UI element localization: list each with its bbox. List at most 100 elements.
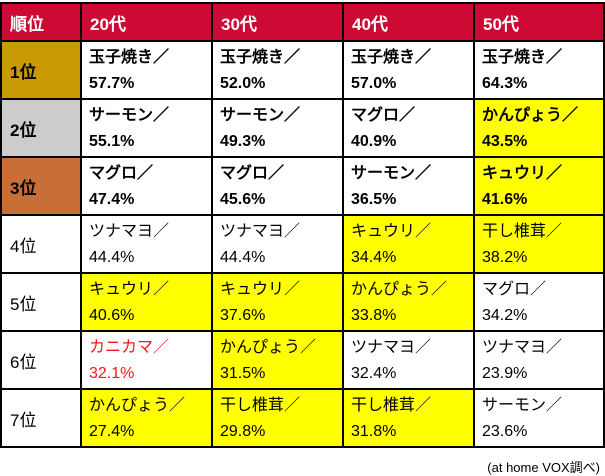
topping-cell: ツナマヨ／ 32.4% — [342, 330, 475, 390]
topping-name: サーモン／ — [482, 397, 563, 414]
topping-cell: 干し椎茸／ 38.2% — [473, 214, 605, 274]
age-column-header: 40代 — [342, 2, 475, 42]
topping-percent: 41.6% — [482, 191, 528, 208]
topping-name: カニカマ／ — [89, 339, 170, 356]
topping-name: かんぴょう／ — [351, 281, 448, 298]
topping-cell: マグロ／ 45.6% — [211, 156, 344, 216]
topping-cell: カニカマ／ 32.1% — [80, 330, 213, 390]
topping-name: かんぴょう／ — [89, 397, 186, 414]
topping-cell: かんぴょう／ 33.8% — [342, 272, 475, 332]
source-note: (at home VOX調べ) — [487, 460, 600, 475]
topping-name: 玉子焼き／ — [351, 49, 432, 66]
topping-percent: 40.6% — [89, 307, 135, 324]
topping-percent: 57.0% — [351, 75, 397, 92]
topping-percent: 64.3% — [482, 75, 528, 92]
table-body: 1位 玉子焼き／ 57.7% 玉子焼き／ 52.0% 玉子焼き／ 57.0% 玉子焼き／ 64.… — [0, 40, 605, 448]
rank-cell: 5位 — [0, 272, 82, 332]
topping-percent: 44.4% — [220, 249, 266, 266]
topping-cell: ツナマヨ／ 23.9% — [473, 330, 605, 390]
age-column-header: 20代 — [80, 2, 213, 42]
topping-percent: 49.3% — [220, 133, 266, 150]
topping-name: マグロ／ — [220, 165, 285, 182]
topping-name: ツナマヨ／ — [220, 223, 301, 240]
topping-cell: 玉子焼き／ 57.7% — [80, 40, 213, 100]
topping-percent: 32.4% — [351, 365, 397, 382]
topping-percent: 57.7% — [89, 75, 135, 92]
topping-percent: 29.8% — [220, 423, 266, 440]
topping-name: 玉子焼き／ — [220, 49, 301, 66]
age-column-header: 50代 — [473, 2, 605, 42]
topping-cell: サーモン／ 36.5% — [342, 156, 475, 216]
topping-name: ツナマヨ／ — [89, 223, 170, 240]
topping-name: 玉子焼き／ — [89, 49, 170, 66]
topping-percent: 34.2% — [482, 307, 528, 324]
topping-name: かんぴょう／ — [220, 339, 317, 356]
topping-cell: マグロ／ 40.9% — [342, 98, 475, 158]
topping-percent: 31.5% — [220, 365, 266, 382]
topping-cell: かんぴょう／ 31.5% — [211, 330, 344, 390]
table-row: 1位 玉子焼き／ 57.7% 玉子焼き／ 52.0% 玉子焼き／ 57.0% 玉子焼き／ 64.… — [0, 40, 605, 100]
topping-percent: 43.5% — [482, 133, 528, 150]
topping-name: キュウリ／ — [220, 281, 301, 298]
topping-percent: 45.6% — [220, 191, 266, 208]
table-row: 7位 かんぴょう／ 27.4% 干し椎茸／ 29.8% 干し椎茸／ 31.8% サーモン／ 23… — [0, 388, 605, 448]
topping-name: サーモン／ — [220, 107, 301, 124]
topping-cell: かんぴょう／ 27.4% — [80, 388, 213, 448]
table-row: 2位 サーモン／ 55.1% サーモン／ 49.3% マグロ／ 40.9% かんぴょう／ 43.… — [0, 98, 605, 158]
rank-cell: 6位 — [0, 330, 82, 390]
topping-percent: 33.8% — [351, 307, 397, 324]
topping-cell: かんぴょう／ 43.5% — [473, 98, 605, 158]
topping-name: ツナマヨ／ — [351, 339, 432, 356]
rank-cell: 3位 — [0, 156, 82, 216]
topping-name: 玉子焼き／ — [482, 49, 563, 66]
topping-cell: 玉子焼き／ 64.3% — [473, 40, 605, 100]
topping-name: 干し椎茸／ — [220, 397, 301, 414]
topping-cell: マグロ／ 47.4% — [80, 156, 213, 216]
topping-percent: 32.1% — [89, 365, 135, 382]
topping-cell: 玉子焼き／ 57.0% — [342, 40, 475, 100]
topping-name: サーモン／ — [351, 165, 432, 182]
table-row: 6位 カニカマ／ 32.1% かんぴょう／ 31.5% ツナマヨ／ 32.4% ツナマヨ／ 23… — [0, 330, 605, 390]
topping-name: キュウリ／ — [351, 223, 432, 240]
topping-percent: 38.2% — [482, 249, 528, 266]
topping-percent: 47.4% — [89, 191, 135, 208]
topping-cell: 干し椎茸／ 31.8% — [342, 388, 475, 448]
topping-name: ツナマヨ／ — [482, 339, 563, 356]
topping-name: 干し椎茸／ — [482, 223, 563, 240]
header-row: 順位 20代 30代 40代 50代 — [0, 2, 605, 42]
topping-percent: 27.4% — [89, 423, 135, 440]
topping-percent: 23.9% — [482, 365, 528, 382]
topping-percent: 44.4% — [89, 249, 135, 266]
topping-percent: 40.9% — [351, 133, 397, 150]
topping-cell: サーモン／ 23.6% — [473, 388, 605, 448]
rank-cell: 4位 — [0, 214, 82, 274]
ranking-table: 順位 20代 30代 40代 50代 1位 玉子焼き／ 57.7% 玉子焼き／ 52.0% 玉子焼… — [0, 2, 605, 448]
topping-name: かんぴょう／ — [482, 107, 579, 124]
table-row: 3位 マグロ／ 47.4% マグロ／ 45.6% サーモン／ 36.5% キュウリ／ 41.6% — [0, 156, 605, 216]
rank-cell: 7位 — [0, 388, 82, 448]
topping-cell: サーモン／ 55.1% — [80, 98, 213, 158]
age-column-header: 30代 — [211, 2, 344, 42]
topping-cell: ツナマヨ／ 44.4% — [80, 214, 213, 274]
rank-cell: 1位 — [0, 40, 82, 100]
topping-cell: ツナマヨ／ 44.4% — [211, 214, 344, 274]
table-row: 5位 キュウリ／ 40.6% キュウリ／ 37.6% かんぴょう／ 33.8% マグロ／ 34.… — [0, 272, 605, 332]
topping-name: マグロ／ — [89, 165, 154, 182]
topping-percent: 36.5% — [351, 191, 397, 208]
topping-percent: 52.0% — [220, 75, 266, 92]
topping-cell: マグロ／ 34.2% — [473, 272, 605, 332]
topping-cell: キュウリ／ 40.6% — [80, 272, 213, 332]
topping-percent: 31.8% — [351, 423, 397, 440]
topping-cell: サーモン／ 49.3% — [211, 98, 344, 158]
rank-cell: 2位 — [0, 98, 82, 158]
topping-percent: 55.1% — [89, 133, 135, 150]
topping-cell: 玉子焼き／ 52.0% — [211, 40, 344, 100]
topping-cell: キュウリ／ 37.6% — [211, 272, 344, 332]
topping-name: 干し椎茸／ — [351, 397, 432, 414]
topping-cell: キュウリ／ 41.6% — [473, 156, 605, 216]
topping-name: マグロ／ — [482, 281, 547, 298]
topping-percent: 37.6% — [220, 307, 266, 324]
topping-cell: 干し椎茸／ 29.8% — [211, 388, 344, 448]
topping-cell: キュウリ／ 34.4% — [342, 214, 475, 274]
